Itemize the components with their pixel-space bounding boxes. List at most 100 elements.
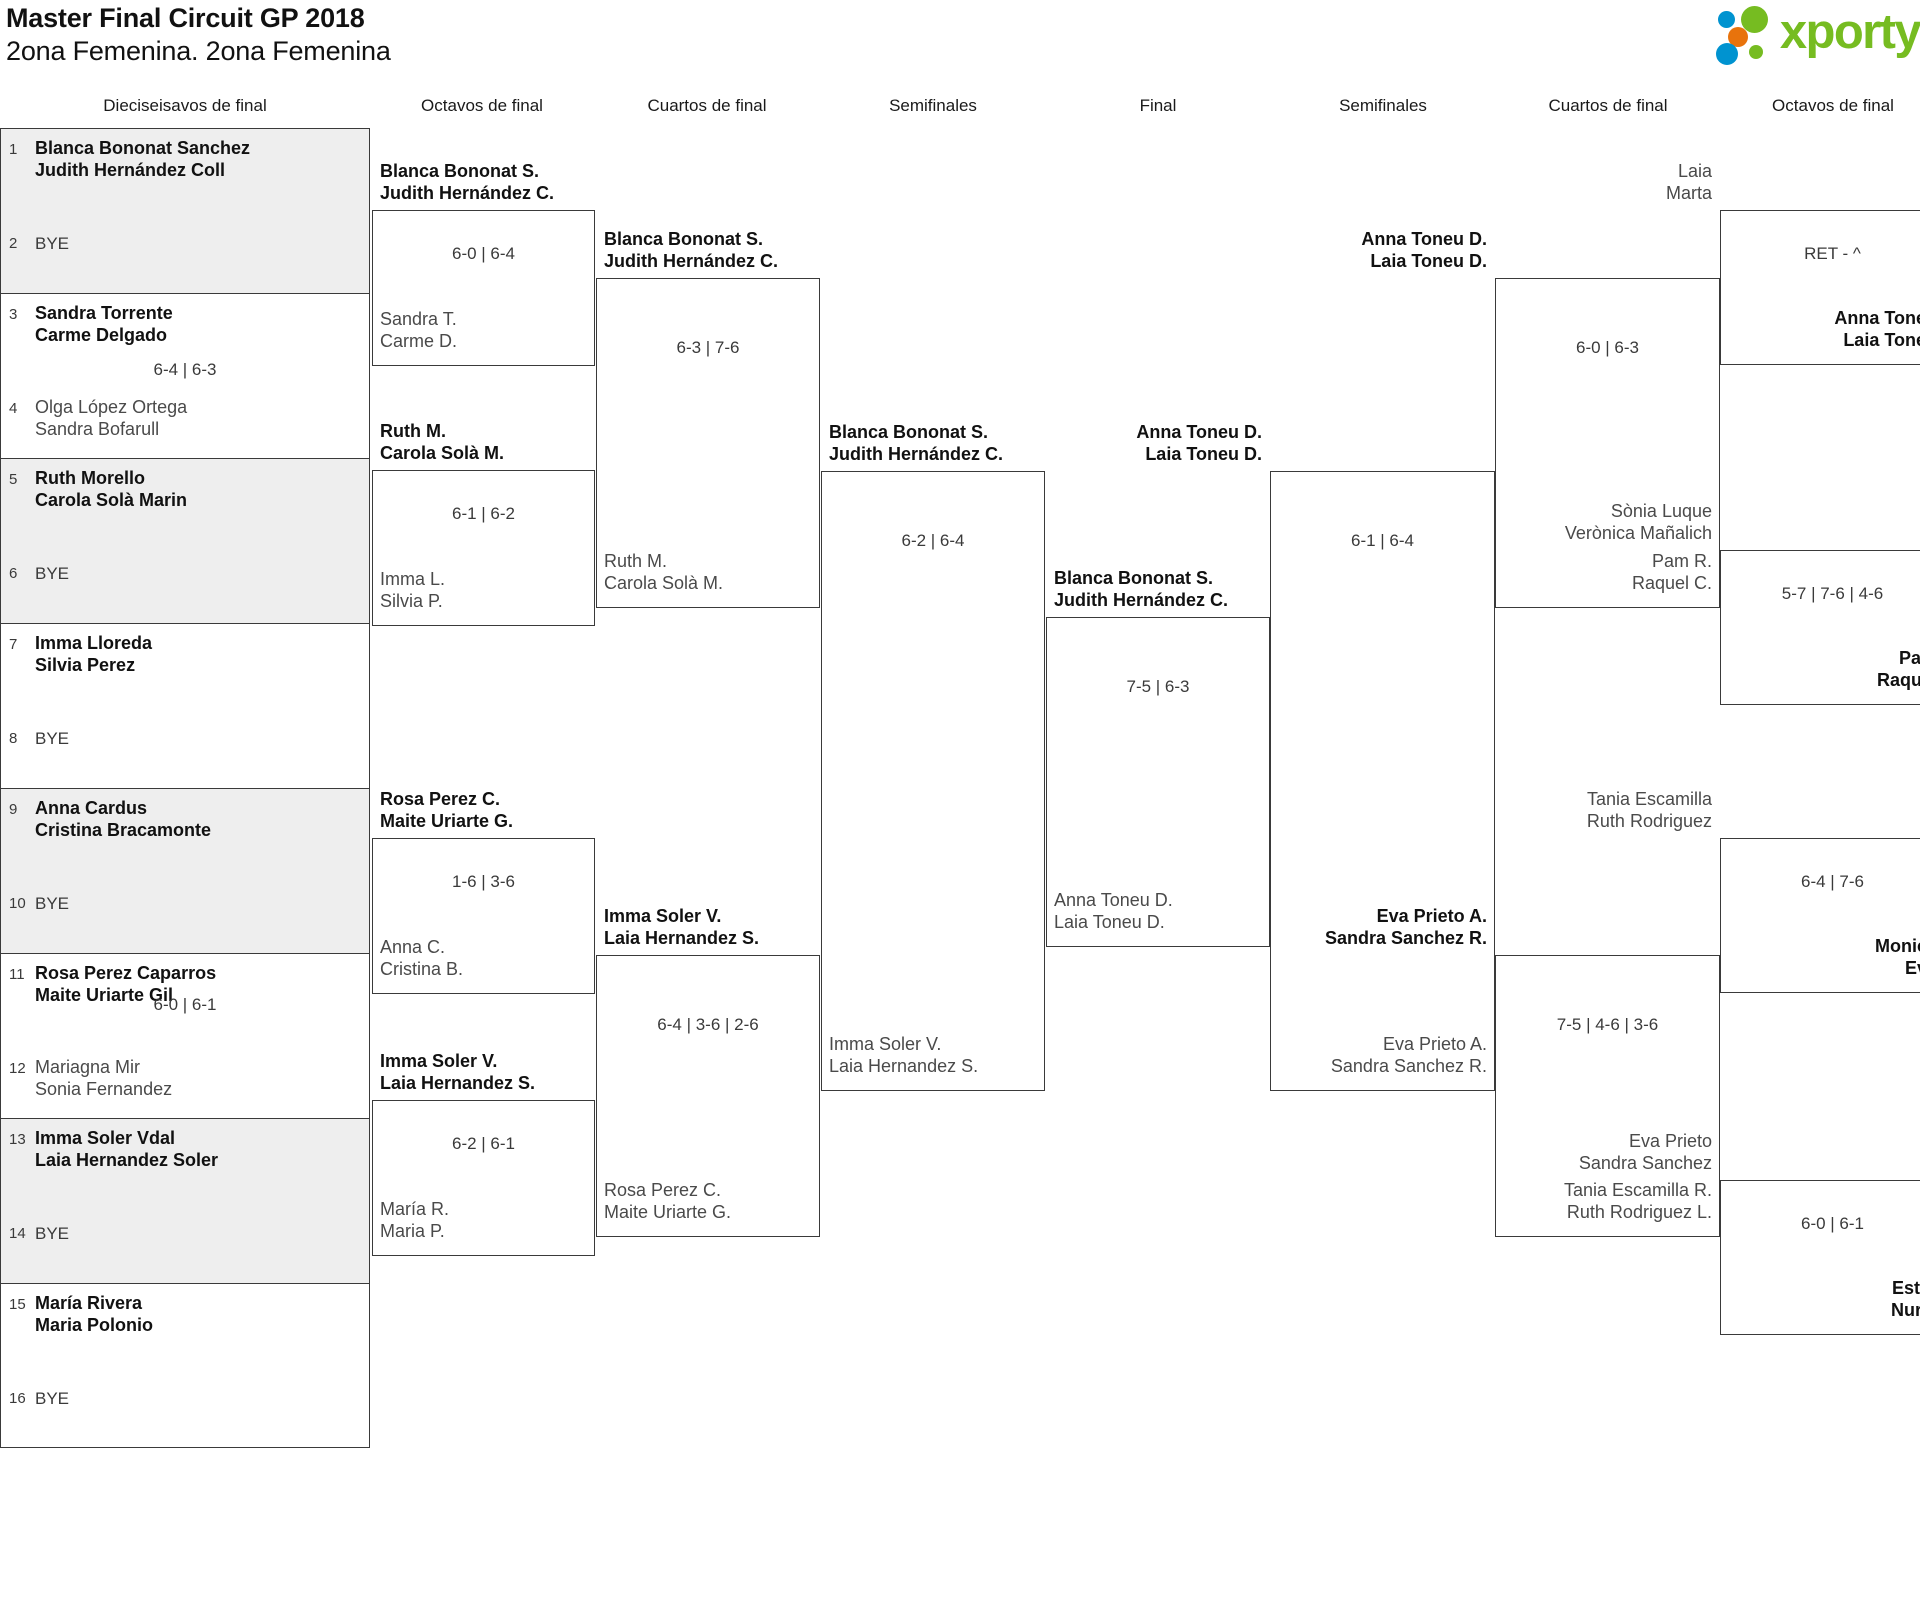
match-left-octavos-box[interactable]: [372, 1100, 595, 1256]
match-left-semifinal-loser: Imma Soler V. Laia Hernandez S.: [829, 1034, 979, 1076]
logo-dots-icon: [1715, 5, 1778, 65]
match-left-cuartos-box[interactable]: [596, 955, 820, 1237]
seed-pair-block: 7 Imma Lloreda Silvia Perez 8 BYE: [0, 623, 370, 788]
seed-bye-label: BYE: [35, 1389, 70, 1408]
seed-entry[interactable]: 14 BYE: [9, 1221, 361, 1245]
seed-number: 16: [9, 1390, 26, 1407]
match-left-cuartos-loser: Rosa Perez C. Maite Uriarte G.: [604, 1180, 732, 1222]
seed-entry[interactable]: 16 BYE: [9, 1386, 361, 1410]
seed-entry[interactable]: 9 Anna Cardus Cristina Bracamonte: [9, 797, 361, 841]
match-left-cuartos-box[interactable]: [596, 278, 820, 608]
match-right-cuartos-score: 6-0 | 6-3: [1575, 338, 1640, 357]
match-left-octavos-box[interactable]: [372, 210, 595, 366]
match-right-semifinal-box[interactable]: [1270, 471, 1495, 1091]
seed-number: 11: [9, 966, 25, 983]
seed-entry[interactable]: 1 Blanca Bononat Sanchez Judith Hernández …: [9, 137, 361, 181]
round-header-4: Final: [1139, 96, 1177, 115]
match-left-cuartos-score: 6-4 | 3-6 | 2-6: [657, 1015, 759, 1034]
match-right-octavos-box[interactable]: [1720, 210, 1920, 365]
match-left-octavos-box[interactable]: [372, 838, 595, 994]
match-left-cuartos-loser: Ruth M. Carola Solà M.: [604, 551, 724, 593]
match-right-cuartos-loser: Tania Escamilla R. Ruth Rodriguez L.: [1563, 1180, 1712, 1222]
seed-entry[interactable]: 3 Sandra Torrente Carme Delgado: [9, 302, 361, 346]
match-left-octavos-score: 6-2 | 6-1: [451, 1134, 516, 1154]
match-right-cuartos-loser: Pam R. Raquel C.: [1631, 551, 1712, 593]
match-right-cuartos-box[interactable]: [1495, 278, 1720, 608]
match-left-octavos-loser: Imma L. Silvia P.: [380, 569, 446, 611]
match-left-octavos-loser: Anna C. Cristina B.: [380, 937, 464, 979]
match-final-box[interactable]: [1046, 617, 1270, 947]
match-left-semifinal-winner: Blanca Bononat S. Judith Hernández C.: [829, 422, 1004, 464]
match-right-semifinal-loser: Eva Prieto A. Sandra Sanchez R.: [1330, 1034, 1487, 1076]
match-left-semifinal-score: 6-2 | 6-4: [901, 531, 965, 550]
match-left-octavos-box[interactable]: [372, 470, 595, 626]
match-right-octavos-lower-player: Anna ToneuLaia Toneu: [1834, 308, 1920, 350]
match-left-octavos-winner: Rosa Perez C. Maite Uriarte G.: [380, 789, 514, 831]
match-final-winner: Blanca Bononat S. Judith Hernández C.: [1054, 568, 1229, 610]
seed-player-names: Imma Lloreda Silvia Perez: [35, 633, 153, 675]
match-left-octavos-score: 6-0 | 6-4: [451, 244, 516, 264]
logo-wordmark: xporty: [1779, 4, 1920, 59]
seed-pair-block: 11 Rosa Perez Caparros Maite Uriarte Gil 12…: [0, 953, 370, 1118]
round-header-0: Dieciseisavos de final: [103, 96, 267, 115]
seed-number: 13: [9, 1131, 26, 1148]
match-right-octavos-lower-player: PamRaquel: [1876, 648, 1920, 690]
seed-entry[interactable]: 13 Imma Soler Vdal Laia Hernandez Soler: [9, 1127, 361, 1171]
tournament-name: Master Final Circuit GP 2018: [6, 3, 365, 33]
seed-player-names: Anna Cardus Cristina Bracamonte: [35, 798, 212, 840]
seed-entry[interactable]: 12 Mariagna Mir Sonia Fernandez: [9, 1056, 361, 1100]
match-left-semifinal-box[interactable]: [821, 471, 1045, 1091]
seed-entry[interactable]: 2 BYE: [9, 231, 361, 255]
match-right-octavos-lower-player: MonicaEva: [1874, 936, 1920, 978]
round-header-1: Octavos de final: [421, 96, 543, 115]
match-right-octavos-upper-player: Laia Marta: [1665, 161, 1712, 203]
match-right-octavos-score: 6-0 | 6-1: [1800, 1214, 1865, 1234]
match-right-octavos-upper-player: Eva Prieto Sandra Sanchez: [1578, 1131, 1712, 1173]
seed-entry[interactable]: 8 BYE: [9, 726, 361, 750]
seed-entry[interactable]: 15 María Rivera Maria Polonio: [9, 1292, 361, 1336]
seed-pair-block: 15 María Rivera Maria Polonio 16 BYE: [0, 1283, 370, 1448]
seed-number: 7: [9, 636, 18, 653]
seed-number: 3: [9, 306, 18, 323]
seed-number: 2: [9, 235, 18, 252]
seed-entry[interactable]: 11 Rosa Perez Caparros Maite Uriarte Gil: [9, 962, 361, 1006]
seed-pair-block: 9 Anna Cardus Cristina Bracamonte 10 BYE: [0, 788, 370, 953]
seed-entry[interactable]: 4 Olga López Ortega Sandra Bofarull: [9, 396, 361, 440]
seed-player-names: Sandra Torrente Carme Delgado: [35, 303, 173, 345]
seed-entry[interactable]: 7 Imma Lloreda Silvia Perez: [9, 632, 361, 676]
match-left-cuartos-score: 6-3 | 7-6: [676, 338, 740, 357]
seed-number: 14: [9, 1225, 26, 1242]
xporty-logo: xporty: [1715, 4, 1920, 65]
match-right-octavos-upper-player: Tania Escamilla Ruth Rodriguez: [1586, 789, 1712, 831]
match-left-octavos-loser: Sandra T. Carme D.: [380, 309, 458, 351]
match-right-octavos-box[interactable]: [1720, 838, 1920, 993]
match-right-octavos-score: 6-4 | 7-6: [1800, 872, 1865, 892]
seed-player-names: Imma Soler Vdal Laia Hernandez Soler: [35, 1128, 219, 1170]
match-right-semifinal-score: 6-1 | 6-4: [1350, 531, 1415, 550]
round-header-7: Octavos de final: [1772, 96, 1894, 115]
seed-bye-label: BYE: [35, 1224, 70, 1243]
seed-pair-block: 5 Ruth Morello Carola Solà Marin 6 BYE: [0, 458, 370, 623]
match-left-octavos-score: 6-1 | 6-2: [451, 504, 516, 524]
match-left-octavos-winner: Imma Soler V. Laia Hernandez S.: [380, 1051, 536, 1093]
match-right-octavos-score: 5-7 | 7-6 | 4-6: [1781, 584, 1884, 604]
match-right-cuartos-winner: Eva Prieto A. Sandra Sanchez R.: [1324, 906, 1487, 948]
match-right-cuartos-score: 7-5 | 4-6 | 3-6: [1556, 1015, 1659, 1034]
match-right-octavos-box[interactable]: [1720, 1180, 1920, 1335]
match-right-cuartos-box[interactable]: [1495, 955, 1720, 1237]
match-left-octavos-loser: María R. Maria P.: [380, 1199, 450, 1241]
match-right-semifinal-winner: Anna Toneu D. Laia Toneu D.: [1136, 422, 1262, 464]
seed-number: 12: [9, 1060, 26, 1077]
round-header-5: Semifinales: [1339, 96, 1427, 115]
round-header-6: Cuartos de final: [1548, 96, 1668, 115]
match-left-cuartos-winner: Imma Soler V. Laia Hernandez S.: [604, 906, 760, 948]
seed-entry[interactable]: 10 BYE: [9, 891, 361, 915]
match-left-octavos-winner: Ruth M. Carola Solà M.: [380, 421, 505, 463]
match-left-octavos-score: 1-6 | 3-6: [451, 872, 516, 892]
seed-number: 4: [9, 400, 18, 417]
seed-player-names: Ruth Morello Carola Solà Marin: [35, 468, 188, 510]
match-right-octavos-box[interactable]: [1720, 550, 1920, 705]
seed-entry[interactable]: 6 BYE: [9, 561, 361, 585]
match-left-octavos-winner: Blanca Bononat S. Judith Hernández C.: [380, 161, 555, 203]
seed-entry[interactable]: 5 Ruth Morello Carola Solà Marin: [9, 467, 361, 511]
